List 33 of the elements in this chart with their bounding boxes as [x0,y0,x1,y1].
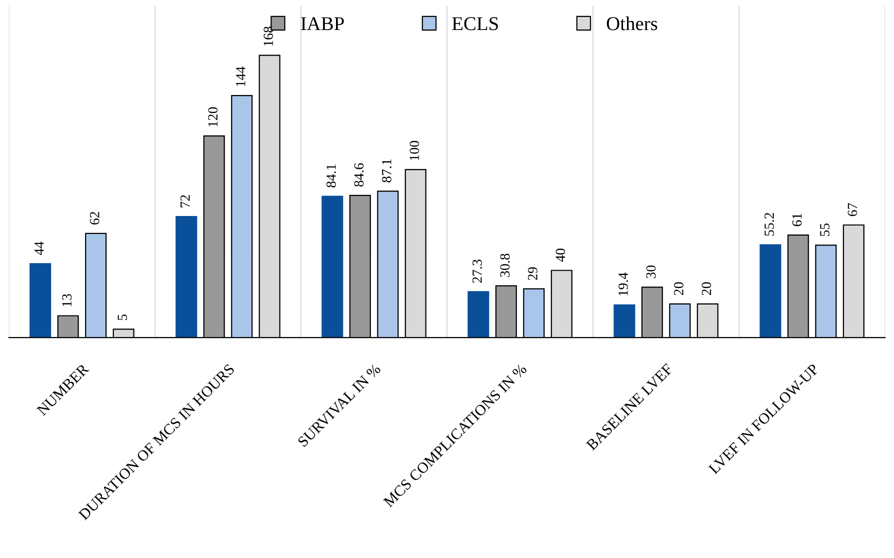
data-label: 84.6 [354,163,364,187]
data-label: 100 [410,140,420,160]
data-label: 55.2 [764,212,774,236]
bar [30,263,52,338]
data-label: 30.8 [500,254,510,277]
bar [322,196,344,338]
data-label: 168 [264,26,274,46]
data-label: 40 [556,248,566,262]
data-label: 20 [702,282,712,296]
data-label: 62 [90,212,100,224]
data-label: 72 [180,195,190,208]
data-label: 61 [792,214,802,226]
data-label: 5 [118,314,128,320]
legend-label: Others [606,16,658,30]
data-label: 27.3 [472,260,482,283]
data-label: 30 [646,265,656,278]
data-label: 87.1 [382,159,392,182]
data-label: 84.1 [326,164,336,188]
bar [468,291,490,338]
bar [176,216,198,338]
legend-label: IABP [301,17,344,30]
bar [760,244,782,338]
data-label: 44 [34,242,44,256]
data-label: 55 [820,223,830,236]
data-label: 19.4 [618,272,628,296]
data-label: 20 [674,282,684,296]
data-label: 13 [62,294,72,306]
data-label: 67 [848,203,858,216]
data-label: 144 [236,66,246,86]
bar [614,304,636,338]
data-label: 120 [208,107,218,126]
data-label: 29 [528,267,538,280]
legend-label: ECLS [452,17,498,30]
